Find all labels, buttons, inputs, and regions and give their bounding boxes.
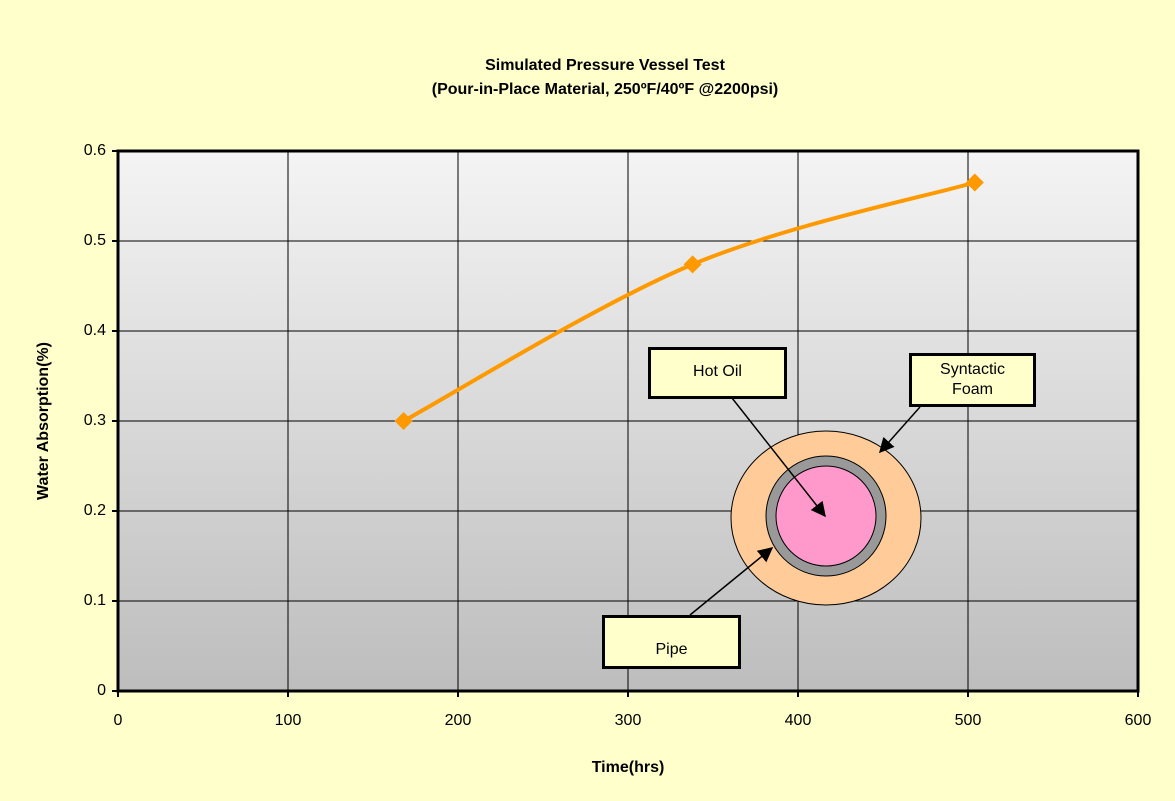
y-tick-label: 0.4	[84, 322, 106, 339]
y-tick-label: 0.2	[84, 502, 106, 519]
x-tick-label: 300	[615, 712, 642, 729]
hot-oil	[776, 466, 876, 566]
annotation-pipe: Pipe	[602, 615, 741, 669]
annotation-syntactic-foam: Syntactic Foam	[909, 353, 1036, 407]
x-axis-label: Time(hrs)	[592, 759, 665, 776]
y-axis-label: Water Absorption(%)	[35, 342, 52, 500]
y-tick-label: 0.1	[84, 592, 106, 609]
y-tick-label: 0.6	[84, 142, 106, 159]
page: Simulated Pressure Vessel Test (Pour-in-…	[0, 0, 1175, 801]
x-tick-label: 200	[445, 712, 472, 729]
chart-title: Simulated Pressure Vessel Test	[485, 57, 726, 74]
x-tick-label: 0	[114, 712, 123, 729]
chart-subtitle: (Pour-in-Place Material, 250ºF/40ºF @220…	[432, 81, 779, 98]
y-tick-label: 0	[97, 682, 106, 699]
x-tick-label: 100	[275, 712, 302, 729]
y-tick-label: 0.3	[84, 412, 106, 429]
y-tick-label: 0.5	[84, 232, 106, 249]
x-tick-label: 400	[785, 712, 812, 729]
x-tick-label: 600	[1125, 712, 1152, 729]
x-tick-label: 500	[955, 712, 982, 729]
annotation-hot-oil: Hot Oil	[648, 347, 787, 399]
